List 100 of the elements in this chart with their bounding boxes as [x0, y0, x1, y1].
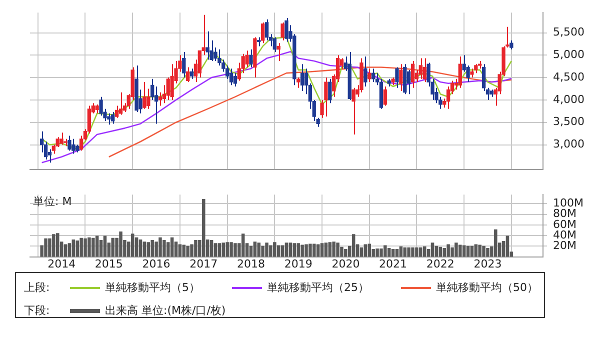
bar — [194, 240, 198, 257]
bar — [292, 243, 296, 257]
x-tick-label: 2021 — [379, 257, 408, 270]
bar — [316, 244, 320, 257]
bar — [269, 245, 272, 257]
legend-label: 出来高 単位:(M株/口/枚) — [105, 303, 226, 318]
bar — [210, 240, 214, 257]
bar — [170, 237, 174, 257]
bar — [202, 199, 206, 257]
bar — [454, 242, 458, 257]
bar — [415, 247, 418, 257]
bar — [336, 242, 340, 257]
bar — [253, 242, 257, 257]
bar — [174, 242, 178, 257]
bar — [142, 242, 146, 257]
y-tick-label: 4,000 — [553, 92, 584, 106]
legend-label: 単純移動平均（5） — [105, 280, 200, 295]
bar — [80, 238, 83, 257]
bar — [332, 242, 336, 257]
bar — [478, 244, 482, 257]
legend-label: 単純移動平均（50） — [436, 280, 538, 295]
bar — [72, 239, 76, 257]
bar — [380, 248, 383, 257]
bar — [92, 238, 95, 257]
bar — [162, 240, 166, 257]
bar — [44, 238, 48, 257]
x-tick-label: 2015 — [94, 257, 123, 270]
x-tick-label: 2023 — [474, 257, 502, 270]
bar — [442, 248, 446, 257]
y-tick-label: 3,500 — [553, 115, 584, 128]
bar — [288, 242, 292, 257]
y-axis-title: 単位: M — [33, 194, 72, 208]
bar — [340, 246, 344, 257]
y-tick-label: 5,000 — [553, 48, 584, 62]
bar — [320, 243, 324, 257]
y-tick-label: 80M — [553, 207, 576, 220]
bar — [119, 231, 122, 257]
y-tick-label: 3,000 — [553, 138, 584, 151]
bar — [234, 243, 237, 257]
bar — [506, 236, 510, 257]
bar — [84, 238, 87, 257]
bar — [328, 242, 332, 257]
bar — [411, 247, 414, 257]
bar — [344, 249, 348, 257]
bar — [111, 238, 114, 257]
bar — [296, 243, 300, 257]
bar — [230, 242, 233, 257]
bar — [64, 244, 68, 257]
x-tick-label: 2022 — [426, 257, 454, 270]
bar — [241, 234, 245, 257]
bar — [218, 243, 222, 257]
bar — [324, 242, 328, 257]
y-tick-label: 4,500 — [553, 70, 584, 84]
bar — [458, 244, 462, 257]
bar — [364, 244, 368, 257]
bar — [265, 242, 268, 257]
legend-title: 下段: — [24, 303, 51, 318]
bar — [214, 243, 218, 257]
y-tick-label: 40M — [553, 228, 576, 242]
bar — [138, 239, 142, 257]
bar — [446, 244, 450, 257]
y-tick-label: 20M — [553, 239, 576, 252]
bar — [48, 238, 52, 257]
bar — [150, 240, 154, 257]
bar — [261, 246, 264, 257]
y-tick-label: 60M — [553, 218, 576, 231]
bar — [304, 244, 308, 257]
bar — [482, 246, 486, 257]
y-tick-label: 100M — [553, 196, 584, 210]
x-tick-label: 2016 — [142, 257, 170, 270]
bar — [300, 244, 304, 257]
bar — [186, 246, 190, 257]
bar — [419, 247, 422, 257]
bar — [158, 237, 162, 257]
bar — [76, 240, 79, 257]
bar — [154, 242, 158, 257]
bar — [95, 236, 99, 257]
bar — [178, 244, 182, 257]
y-tick-label: 5,500 — [553, 26, 584, 39]
bar — [257, 242, 261, 257]
bar — [308, 244, 312, 257]
bar — [312, 244, 316, 257]
bar — [222, 242, 225, 257]
bar — [407, 247, 410, 257]
x-tick-label: 2014 — [48, 257, 76, 270]
bar — [486, 248, 490, 257]
bar — [284, 242, 288, 257]
bar — [226, 242, 229, 257]
x-tick-label: 2020 — [332, 257, 360, 270]
bar — [52, 234, 56, 257]
x-tick-label: 2018 — [236, 257, 265, 270]
bar — [88, 237, 91, 257]
legend-label: 単純移動平均（25） — [267, 280, 369, 295]
bar — [146, 242, 150, 257]
bar — [384, 245, 387, 257]
bar — [190, 244, 194, 257]
bar — [352, 234, 356, 257]
legend-title: 上段: — [24, 280, 51, 295]
bar — [376, 248, 379, 257]
bar — [56, 233, 60, 257]
